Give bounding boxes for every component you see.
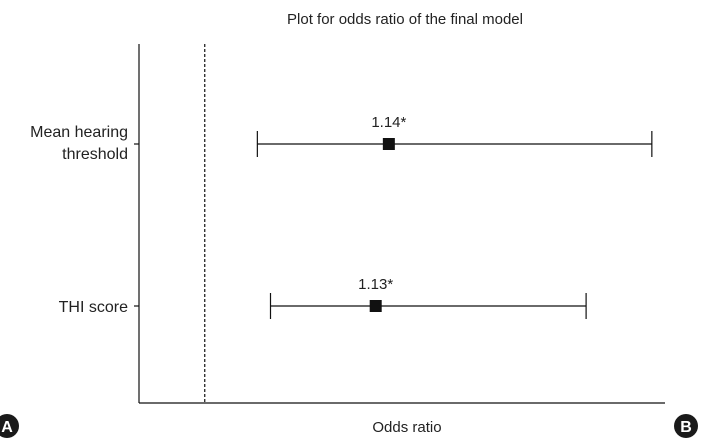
- category-label: Mean hearing: [30, 124, 128, 141]
- chart-title: Plot for odds ratio of the final model: [287, 11, 523, 28]
- panel-badge-b-circle: [674, 414, 698, 438]
- panel-badge-b: B: [674, 414, 698, 438]
- category-label: threshold: [62, 146, 128, 163]
- axes: [138, 44, 665, 404]
- category-label: THI score: [59, 299, 128, 316]
- panel-badge-a-circle: [0, 414, 19, 438]
- point-estimate: [369, 300, 382, 312]
- panel-badge-a-label: A: [1, 419, 13, 436]
- panel-badge-a: A: [0, 414, 19, 438]
- x-axis-label: Odds ratio: [372, 419, 441, 436]
- panel-badge-b-label: B: [680, 419, 692, 436]
- point-estimate: [382, 138, 395, 150]
- rows: 1.14* Mean hearing threshold 1.13* THI score: [30, 114, 653, 319]
- estimate-label: 1.14*: [371, 114, 406, 131]
- estimate-label: 1.13*: [358, 276, 393, 293]
